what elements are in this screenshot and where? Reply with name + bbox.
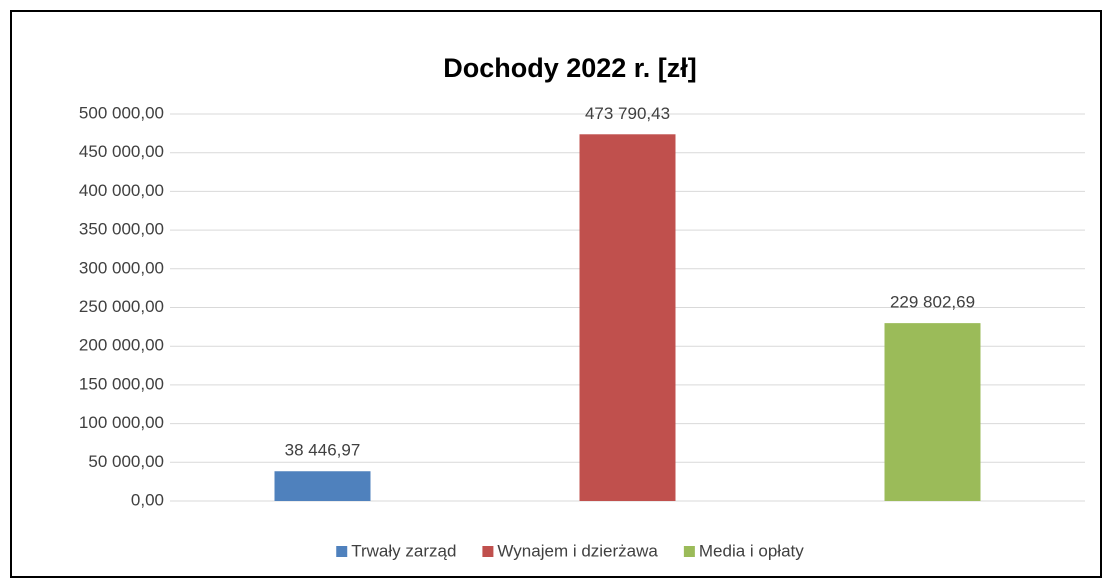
y-tick-label: 350 000,00 — [79, 220, 164, 239]
bar — [274, 471, 371, 501]
data-label: 473 790,43 — [585, 104, 670, 123]
legend-swatch — [482, 546, 494, 557]
y-tick-label: 100 000,00 — [79, 413, 164, 432]
legend-label: Trwały zarząd — [351, 541, 456, 560]
y-tick-label: 500 000,00 — [79, 103, 164, 122]
bar — [884, 323, 981, 501]
legend-swatch — [683, 546, 695, 557]
y-tick-label: 450 000,00 — [79, 142, 164, 161]
y-tick-label: 150 000,00 — [79, 374, 164, 393]
data-label: 229 802,69 — [890, 293, 975, 312]
legend-label: Media i opłaty — [699, 541, 804, 560]
y-tick-label: 50 000,00 — [88, 452, 164, 471]
data-label: 38 446,97 — [285, 441, 361, 460]
chart-title: Dochody 2022 r. [zł] — [443, 53, 697, 83]
y-tick-label: 250 000,00 — [79, 297, 164, 316]
y-tick-label: 0,00 — [131, 490, 164, 509]
legend-label: Wynajem i dzierżawa — [497, 541, 658, 560]
y-tick-label: 200 000,00 — [79, 336, 164, 355]
y-tick-label: 400 000,00 — [79, 181, 164, 200]
y-tick-label: 300 000,00 — [79, 258, 164, 277]
bar — [579, 134, 676, 502]
legend-swatch — [336, 546, 348, 557]
